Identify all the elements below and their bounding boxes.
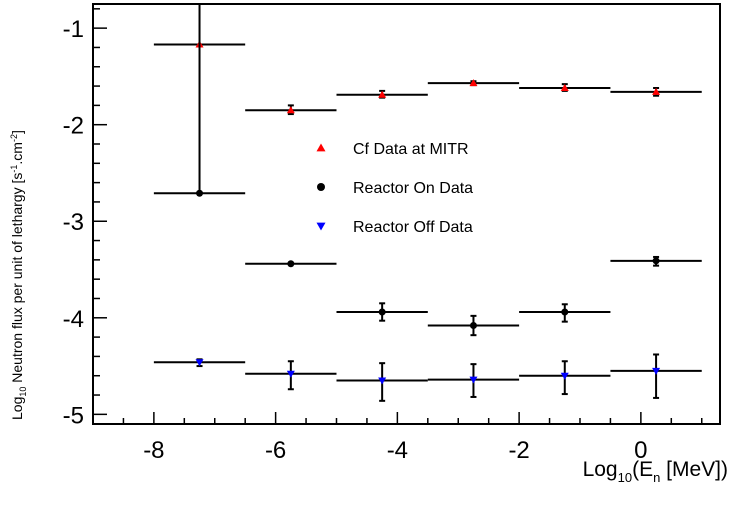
y-axis-title-base: Log [9,397,25,420]
reactor-on-data-point [469,322,477,330]
reactor-on-data-point [561,308,569,316]
cf-data-at-mitr-point [469,79,478,87]
y-axis-title-tail: ] [9,130,25,134]
marks-layer [153,4,702,402]
cf-data-at-mitr-point [560,84,569,91]
reactor-on-data-point [196,189,204,197]
x-axis-title-base: Log [583,458,618,481]
legend-marker-reactor-off-data [316,222,326,231]
legend-label-cf-data-at-mitr: Cf Data at MITR [353,141,469,158]
x-tick-label: -6 [265,437,286,464]
ticks-layer: -8 -6 -4 -2 0 -1 -2 -3 -4 -5 [63,8,703,464]
y-axis-title: Log10 Neutron flux per unit of lethargy … [9,130,28,420]
y-axis-title-mid2: .cm [9,142,25,165]
y-axis-title-sub1: 10 [18,387,28,397]
reactor-on-data-point [287,260,295,268]
legend: Cf Data at MITR Reactor On Data Reactor Of… [316,141,473,236]
cf-data-at-mitr-point [378,90,387,98]
x-axis-title-sub2: n [653,470,660,485]
reactor-off-data-point [195,359,204,367]
x-axis-title: Log10(En [MeV]) [583,458,728,485]
reactor-on-data-point [378,308,386,316]
legend-label-reactor-off-data: Reactor Off Data [353,219,473,236]
x-tick-label: -2 [508,437,529,464]
plot-frame [92,3,721,425]
legend-marker-reactor-on-data [317,183,325,191]
x-axis-title-sub1: 10 [618,470,632,485]
legend-marker-cf-data-at-mitr [316,143,326,152]
reactor-off-data-point [560,372,569,380]
y-axis-title-mid: Neutron flux per unit of lethargy [s [9,173,25,387]
y-axis-title-sup2: -2 [9,134,19,142]
x-tick-label: -4 [387,437,408,464]
legend-label-reactor-on-data: Reactor On Data [353,180,473,197]
x-axis-title-mid: (E [632,458,653,481]
reactor-off-data-point [378,377,387,385]
cf-data-at-mitr-point [286,106,295,114]
y-tick-label: -1 [63,16,84,43]
x-tick-label: -8 [143,437,164,464]
cf-data-at-mitr-point [652,87,661,95]
reactor-off-data-point [469,376,478,384]
y-tick-label: -2 [63,113,84,140]
x-tick-label: 0 [634,437,647,464]
y-tick-label: -5 [63,402,84,429]
reactor-off-data-point [286,370,295,378]
y-axis-title-sup1: -1 [9,165,19,173]
reactor-on-data-point [652,257,660,265]
y-tick-label: -3 [63,209,84,236]
x-axis-title-tail: [MeV]) [660,458,728,481]
reactor-off-data-point [652,367,661,375]
y-tick-label: -4 [63,306,84,333]
